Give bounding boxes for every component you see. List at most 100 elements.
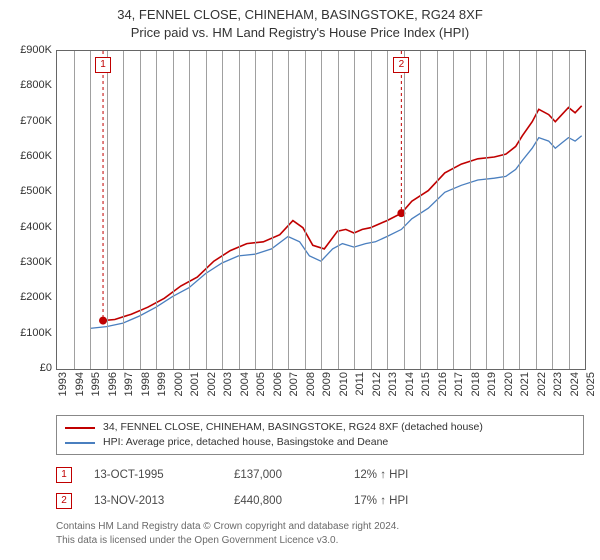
gridline-v — [222, 51, 223, 369]
gridline-v — [470, 51, 471, 369]
gridline-v — [156, 51, 157, 369]
gridline-v — [420, 51, 421, 369]
gridline-v — [140, 51, 141, 369]
x-tick-label: 2010 — [339, 372, 350, 402]
gridline-v — [552, 51, 553, 369]
gridline-v — [239, 51, 240, 369]
title-line-1: 34, FENNEL CLOSE, CHINEHAM, BASINGSTOKE,… — [0, 6, 600, 24]
y-tick-label: £100K — [0, 327, 52, 339]
y-tick-label: £0 — [0, 362, 52, 374]
gridline-v — [321, 51, 322, 369]
legend-label: 34, FENNEL CLOSE, CHINEHAM, BASINGSTOKE,… — [103, 420, 483, 435]
x-tick-label: 2023 — [553, 372, 564, 402]
gridline-v — [486, 51, 487, 369]
plot-area: 12 — [56, 50, 586, 370]
x-tick-label: 1996 — [108, 372, 119, 402]
y-tick-label: £600K — [0, 150, 52, 162]
footer: Contains HM Land Registry data © Crown c… — [56, 520, 584, 547]
x-tick-label: 2001 — [190, 372, 201, 402]
series-property — [103, 106, 582, 321]
sales-table: 1 13-OCT-1995£137,00012% ↑ HPI 213-NOV-201… — [56, 462, 584, 514]
gridline-v — [404, 51, 405, 369]
x-tick-label: 2003 — [223, 372, 234, 402]
x-tick-label: 2022 — [537, 372, 548, 402]
sale-price: £440,800 — [234, 495, 354, 507]
marker-num-box: 1 — [95, 57, 111, 73]
y-tick-label: £500K — [0, 185, 52, 197]
x-tick-label: 1993 — [58, 372, 69, 402]
x-tick-label: 1994 — [75, 372, 86, 402]
gridline-v — [107, 51, 108, 369]
sale-row: 213-NOV-2013£440,80017% ↑ HPI — [56, 488, 584, 514]
x-tick-label: 2021 — [520, 372, 531, 402]
x-tick-label: 2020 — [504, 372, 515, 402]
y-tick-label: £300K — [0, 256, 52, 268]
x-tick-label: 2019 — [487, 372, 498, 402]
legend-swatch — [65, 442, 95, 444]
marker-num-box: 2 — [393, 57, 409, 73]
x-tick-label: 2000 — [174, 372, 185, 402]
x-tick-label: 2011 — [355, 372, 366, 402]
gridline-v — [338, 51, 339, 369]
sale-price: £137,000 — [234, 469, 354, 481]
sale-date: 13-OCT-1995 — [94, 469, 234, 481]
legend-swatch — [65, 427, 95, 429]
x-tick-label: 2016 — [438, 372, 449, 402]
x-tick-label: 2015 — [421, 372, 432, 402]
gridline-v — [569, 51, 570, 369]
x-tick-label: 2013 — [388, 372, 399, 402]
chart-title: 34, FENNEL CLOSE, CHINEHAM, BASINGSTOKE,… — [0, 0, 600, 42]
gridline-v — [189, 51, 190, 369]
chart-container: 34, FENNEL CLOSE, CHINEHAM, BASINGSTOKE,… — [0, 0, 600, 560]
y-tick-label: £200K — [0, 291, 52, 303]
gridline-v — [305, 51, 306, 369]
x-tick-label: 2002 — [207, 372, 218, 402]
gridline-v — [437, 51, 438, 369]
footer-line-2: This data is licensed under the Open Gov… — [56, 534, 584, 548]
x-tick-label: 2012 — [372, 372, 383, 402]
sale-date: 13-NOV-2013 — [94, 495, 234, 507]
gridline-v — [503, 51, 504, 369]
y-tick-label: £900K — [0, 44, 52, 56]
gridline-v — [206, 51, 207, 369]
x-tick-label: 1998 — [141, 372, 152, 402]
x-tick-label: 2014 — [405, 372, 416, 402]
gridline-v — [90, 51, 91, 369]
legend-label: HPI: Average price, detached house, Basi… — [103, 435, 388, 450]
sale-num-box: 1 — [56, 467, 72, 483]
x-tick-label: 2009 — [322, 372, 333, 402]
x-tick-label: 2008 — [306, 372, 317, 402]
sale-delta: 12% ↑ HPI — [354, 469, 408, 481]
title-line-2: Price paid vs. HM Land Registry's House … — [0, 24, 600, 42]
footer-line-1: Contains HM Land Registry data © Crown c… — [56, 520, 584, 534]
y-tick-label: £700K — [0, 115, 52, 127]
x-tick-label: 2025 — [586, 372, 597, 402]
gridline-v — [173, 51, 174, 369]
gridline-v — [453, 51, 454, 369]
gridline-v — [536, 51, 537, 369]
gridline-v — [255, 51, 256, 369]
gridline-v — [123, 51, 124, 369]
x-tick-label: 2018 — [471, 372, 482, 402]
legend-row: 34, FENNEL CLOSE, CHINEHAM, BASINGSTOKE,… — [65, 420, 575, 435]
x-tick-label: 2004 — [240, 372, 251, 402]
x-tick-label: 2017 — [454, 372, 465, 402]
legend-row: HPI: Average price, detached house, Basi… — [65, 435, 575, 450]
x-tick-label: 1997 — [124, 372, 135, 402]
y-tick-label: £400K — [0, 221, 52, 233]
x-tick-label: 2006 — [273, 372, 284, 402]
gridline-v — [354, 51, 355, 369]
chart-area: £0 £100K £200K £300K £400K £500K £600K £700K £80… — [0, 42, 600, 410]
x-tick-label: 1999 — [157, 372, 168, 402]
legend: 34, FENNEL CLOSE, CHINEHAM, BASINGSTOKE,… — [56, 415, 584, 455]
x-tick-label: 1995 — [91, 372, 102, 402]
gridline-v — [371, 51, 372, 369]
gridline-v — [288, 51, 289, 369]
gridline-v — [519, 51, 520, 369]
x-tick-label: 2024 — [570, 372, 581, 402]
sale-delta: 17% ↑ HPI — [354, 495, 408, 507]
x-tick-label: 2007 — [289, 372, 300, 402]
gridline-v — [387, 51, 388, 369]
gridline-v — [74, 51, 75, 369]
y-tick-label: £800K — [0, 79, 52, 91]
